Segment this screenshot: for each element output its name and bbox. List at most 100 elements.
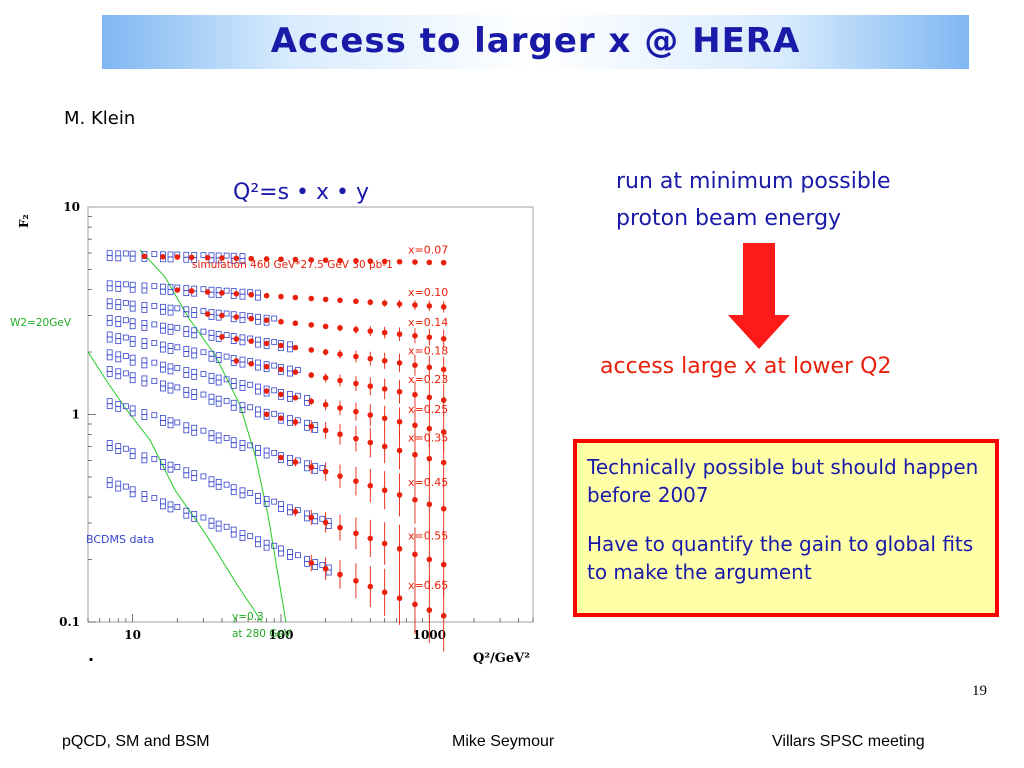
- bcdms-point: [183, 251, 190, 258]
- bcdms-point: [200, 252, 207, 259]
- series-label: x=0.23: [408, 373, 448, 386]
- simulation-point: [219, 312, 225, 319]
- bcdms-point: [106, 354, 113, 361]
- bcdms-point: [151, 283, 158, 290]
- beam-energy-note: run at minimum possible proton beam ener…: [616, 163, 891, 237]
- bcdms-point: [115, 299, 122, 306]
- bcdms-point: [191, 475, 198, 482]
- bcdms-point: [239, 487, 246, 494]
- bcdms-point: [319, 562, 326, 568]
- bcdms-point: [183, 422, 190, 429]
- simulation-point: [426, 556, 433, 563]
- bcdms-point: [129, 491, 136, 498]
- bcdms-point: [167, 368, 174, 375]
- bcdms-point: [183, 512, 190, 519]
- simulation-point: [292, 294, 299, 301]
- bcdms-point: [263, 544, 270, 551]
- simulation-point: [353, 408, 359, 415]
- simulation-point: [308, 257, 315, 263]
- simulation-point: [337, 351, 343, 357]
- bcdms-point: [271, 315, 278, 322]
- bcdms-point: [174, 464, 181, 470]
- simulation-point: [412, 332, 418, 339]
- bcdms-point: [141, 375, 148, 382]
- bcdms-point: [208, 257, 215, 264]
- bcdms-point: [160, 366, 166, 373]
- kinematics-formula: Q²=s • x • y: [233, 180, 369, 205]
- bcdms-point: [122, 370, 129, 377]
- y-line-annotation-1: y=0.3: [232, 611, 264, 623]
- simulation-point: [248, 255, 255, 262]
- simulation-point: [353, 353, 359, 360]
- simulation-point: [440, 505, 447, 512]
- simulation-point: [248, 338, 255, 344]
- bcdms-point: [191, 352, 198, 359]
- simulation-point: [396, 546, 403, 552]
- bcdms-point: [263, 539, 270, 546]
- simulation-point: [337, 473, 343, 479]
- simulation-point: [174, 254, 181, 260]
- bcdms-point: [115, 356, 122, 363]
- bcdms-point: [183, 472, 190, 479]
- bcdms-point: [106, 298, 113, 305]
- bcdms-point: [106, 398, 113, 405]
- simulation-point: [248, 315, 255, 322]
- bcdms-point: [208, 522, 215, 529]
- bcdms-point: [247, 442, 254, 449]
- bcdms-point: [129, 340, 136, 347]
- bcdms-point: [129, 354, 136, 361]
- bcdms-point: [223, 332, 230, 338]
- bcdms-point: [325, 523, 332, 530]
- simulation-point: [292, 344, 299, 351]
- simulation-point: [322, 427, 329, 434]
- simulation-point: [353, 435, 359, 442]
- bcdms-point: [183, 386, 190, 393]
- simulation-point: [308, 423, 315, 430]
- bcdms-point: [141, 496, 148, 502]
- simulation-point: [337, 524, 343, 531]
- simulation-point: [337, 325, 343, 331]
- bcdms-point: [115, 285, 122, 292]
- bcdms-point: [141, 457, 148, 464]
- simulation-point: [426, 455, 433, 462]
- bcdms-point: [183, 467, 190, 474]
- bcdms-point: [183, 290, 190, 297]
- bcdms-point: [141, 306, 148, 313]
- bcdms-point: [106, 255, 113, 262]
- bcdms-point: [106, 280, 113, 287]
- bcdms-point: [106, 440, 113, 446]
- y-axis-label: F₂: [17, 214, 31, 228]
- bcdms-point: [255, 318, 261, 325]
- bcdms-point: [215, 483, 222, 490]
- bcdms-point: [167, 304, 174, 311]
- bcdms-point: [208, 314, 215, 320]
- bcdms-point: [115, 280, 122, 287]
- simulation-point: [353, 258, 359, 264]
- bcdms-point: [129, 486, 136, 493]
- bcdms-point: [122, 483, 129, 490]
- bcdms-point: [230, 437, 237, 444]
- kinematic-curves: [87, 249, 287, 623]
- simulation-point: [263, 256, 270, 262]
- bcdms-point: [230, 484, 237, 491]
- simulation-point: [353, 530, 359, 537]
- simulation-point: [440, 259, 447, 266]
- bcdms-point: [304, 555, 311, 562]
- bcdms-point: [129, 318, 136, 325]
- bcdms-point: [160, 283, 166, 290]
- bcdms-point: [208, 334, 215, 341]
- bcdms-point: [151, 251, 158, 257]
- bcdms-point: [191, 307, 198, 314]
- bcdms-point: [191, 312, 198, 319]
- bcdms-point: [223, 310, 230, 317]
- series-label: x=0.14: [408, 316, 448, 329]
- y-tick-label: 1: [72, 408, 80, 422]
- bcdms-point: [208, 398, 215, 405]
- simulation-point: [308, 464, 315, 470]
- simulation-point: [367, 355, 374, 362]
- bcdms-point: [230, 442, 237, 449]
- simulation-point: [426, 607, 433, 613]
- bcdms-point: [200, 391, 207, 398]
- simulation-point: [322, 257, 329, 263]
